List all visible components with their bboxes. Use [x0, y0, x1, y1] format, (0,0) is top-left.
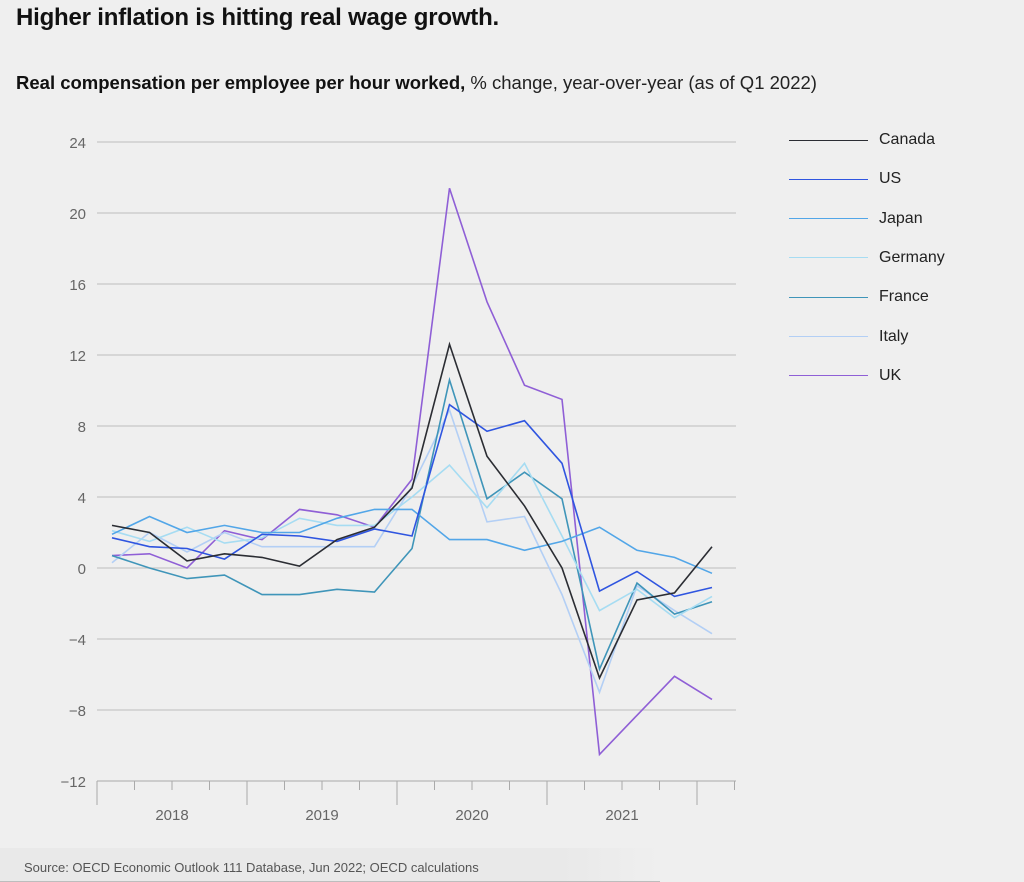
legend-item-germany: Germany: [789, 248, 945, 268]
y-tick-label: −12: [61, 774, 86, 791]
y-tick-label: 4: [78, 490, 86, 507]
y-axis-labels: 24 20 16 12 8 4 0 −4 −8 −12: [61, 135, 86, 791]
y-tick-label: 0: [78, 561, 86, 578]
series-line-uk: [111, 187, 713, 757]
x-axis: 2018 2019 2020 2021: [96, 780, 736, 824]
series-line-france: [111, 376, 713, 672]
x-tick-label: 2019: [305, 807, 338, 824]
source-note: Source: OECD Economic Outlook 111 Databa…: [24, 860, 479, 875]
legend-label: Italy: [879, 327, 909, 345]
y-tick-label: 16: [69, 277, 86, 294]
legend-item-canada: Canada: [789, 130, 935, 150]
legend-swatch: [789, 257, 868, 259]
series-line-germany: [111, 461, 713, 619]
y-tick-label: 8: [78, 419, 86, 436]
series-line-japan: [111, 508, 713, 575]
y-tick-label: 20: [69, 206, 86, 223]
series-lines: [111, 187, 713, 757]
legend-item-us: US: [789, 169, 901, 189]
legend-label: Japan: [879, 209, 923, 227]
y-tick-label: 12: [69, 348, 86, 365]
page-title: Higher inflation is hitting real wage gr…: [16, 4, 500, 31]
x-tick-label: 2021: [605, 807, 638, 824]
legend-label: France: [879, 288, 929, 306]
y-tick-label: −4: [69, 632, 86, 649]
legend-label: UK: [879, 366, 902, 384]
series-line-canada: [111, 341, 713, 681]
x-tick-label: 2018: [155, 807, 188, 824]
subtitle-rest: % change, year-over-year (as of Q1 2022): [465, 72, 817, 93]
legend-swatch: [789, 375, 868, 377]
y-tick-label: 24: [69, 135, 86, 152]
chart-subtitle: Real compensation per employee per hour …: [16, 72, 817, 94]
legend-label: US: [879, 170, 902, 188]
legend-label: Canada: [879, 131, 936, 148]
legend-item-france: France: [789, 287, 929, 307]
legend-item-italy: Italy: [789, 327, 908, 347]
legend-swatch: [789, 336, 868, 337]
gridlines: [97, 141, 736, 711]
legend-swatch: [789, 218, 868, 220]
y-tick-label: −8: [69, 703, 86, 720]
legend-swatch: [789, 139, 868, 141]
subtitle-bold: Real compensation per employee per hour …: [16, 72, 466, 93]
legend-swatch: [789, 296, 868, 298]
legend-label: Germany: [879, 248, 945, 266]
legend-item-uk: UK: [789, 366, 901, 386]
series-line-italy: [111, 407, 713, 695]
legend-swatch: [789, 178, 868, 180]
legend-item-japan: Japan: [789, 209, 923, 229]
x-tick-label: 2020: [455, 807, 488, 824]
